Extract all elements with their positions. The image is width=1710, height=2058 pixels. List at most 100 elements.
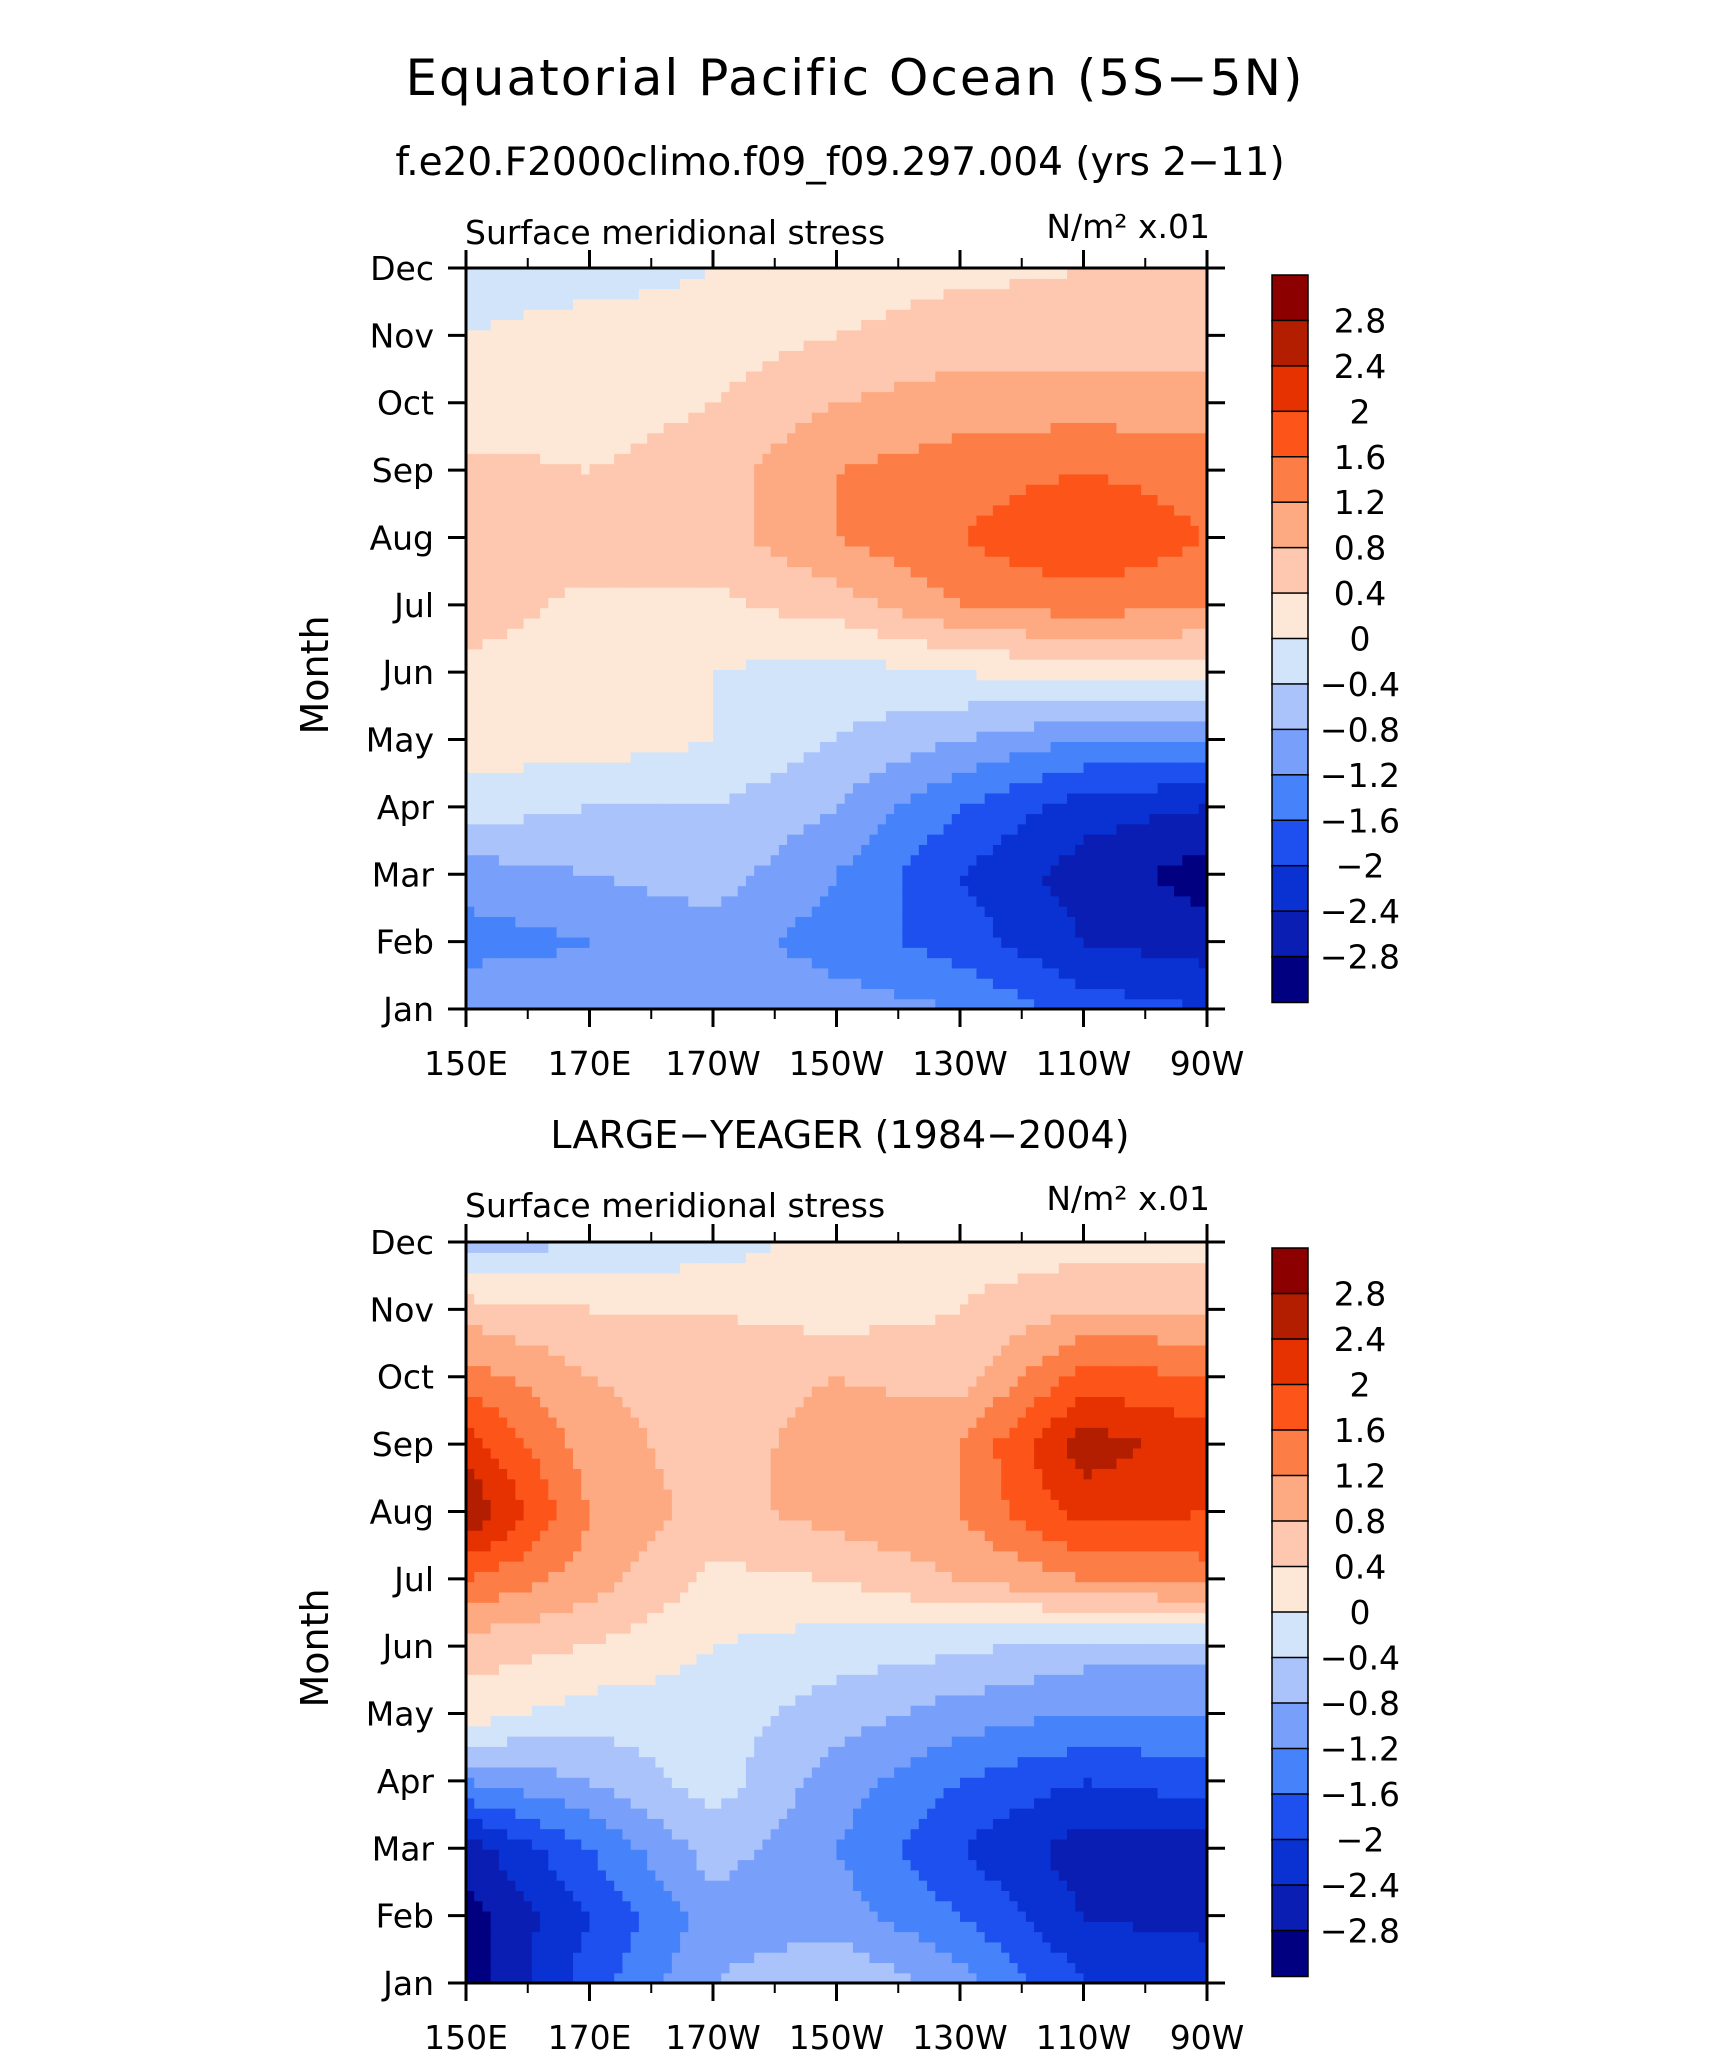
contour-cell xyxy=(836,988,846,1000)
contour-cell xyxy=(531,628,541,640)
contour-cell xyxy=(762,844,772,856)
contour-cell xyxy=(852,700,862,712)
contour-cell xyxy=(482,844,492,856)
contour-cell xyxy=(605,864,615,876)
contour-cell xyxy=(1132,731,1142,743)
contour-cell xyxy=(573,587,582,598)
contour-cell xyxy=(1141,864,1150,876)
contour-cell xyxy=(968,916,978,928)
contour-cell xyxy=(729,720,739,732)
contour-cell xyxy=(647,792,656,804)
contour-cell xyxy=(737,453,747,465)
contour-cell xyxy=(573,700,582,712)
contour-cell xyxy=(507,803,516,815)
contour-cell xyxy=(622,813,632,825)
contour-cell xyxy=(597,556,607,568)
contour-cell xyxy=(614,772,624,784)
contour-cell xyxy=(704,432,714,444)
contour-cell xyxy=(1058,957,1068,969)
contour-cell xyxy=(968,494,978,506)
contour-cell xyxy=(820,772,829,784)
contour-cell xyxy=(1083,895,1093,907)
contour-cell xyxy=(581,638,591,650)
contour-cell xyxy=(515,844,525,856)
contour-cell xyxy=(869,916,879,928)
contour-cell xyxy=(663,484,673,496)
contour-cell xyxy=(622,515,632,526)
contour-cell xyxy=(655,854,665,866)
contour-cell xyxy=(647,669,656,681)
contour-cell xyxy=(573,453,582,465)
contour-cell xyxy=(729,936,739,948)
contour-cell xyxy=(466,988,475,1000)
contour-cell xyxy=(984,875,994,887)
contour-cell xyxy=(1165,957,1175,969)
contour-cell xyxy=(515,535,525,547)
contour-cell xyxy=(597,720,607,732)
contour-cell xyxy=(811,679,821,691)
contour-cell xyxy=(1108,906,1118,917)
contour-cell xyxy=(581,803,591,815)
contour-cell xyxy=(622,545,632,557)
contour-cell xyxy=(564,566,574,578)
contour-cell xyxy=(573,926,582,938)
contour-cell xyxy=(498,494,508,506)
contour-cell xyxy=(902,556,912,568)
contour-cell xyxy=(1001,772,1010,784)
contour-cell xyxy=(663,463,673,475)
contour-cell xyxy=(992,916,1002,928)
contour-cell xyxy=(540,556,549,568)
contour-cell xyxy=(614,494,624,506)
contour-cell xyxy=(605,576,615,588)
contour-cell xyxy=(968,453,978,465)
contour-cell xyxy=(943,875,953,887)
contour-cell xyxy=(1141,669,1150,681)
contour-cell xyxy=(861,628,871,640)
contour-cell xyxy=(820,720,829,732)
contour-cell xyxy=(688,576,698,588)
contour-cell xyxy=(1182,792,1192,804)
contour-cell xyxy=(852,926,862,938)
contour-cell xyxy=(729,566,739,578)
contour-cell xyxy=(1034,628,1043,640)
contour-cell xyxy=(564,710,574,722)
contour-cell xyxy=(1174,484,1183,496)
contour-cell xyxy=(918,998,928,1010)
contour-cell xyxy=(540,875,549,887)
contour-cell xyxy=(1149,906,1159,917)
contour-cell xyxy=(1182,751,1192,763)
contour-cell xyxy=(605,515,615,526)
contour-cell xyxy=(1149,453,1159,465)
contour-cell xyxy=(655,782,665,794)
contour-cell xyxy=(466,576,475,588)
contour-cell xyxy=(1083,442,1093,454)
contour-cell xyxy=(630,906,640,917)
contour-cell xyxy=(1001,689,1010,701)
contour-cell xyxy=(729,875,739,887)
contour-cell xyxy=(1108,916,1118,928)
contour-cell xyxy=(1182,906,1192,917)
contour-cell xyxy=(844,957,854,969)
contour-cell xyxy=(1165,515,1175,526)
contour-cell xyxy=(638,669,648,681)
contour-cell xyxy=(803,535,813,547)
contour-cell xyxy=(1157,463,1167,475)
contour-cell xyxy=(754,587,763,598)
contour-cell xyxy=(704,936,714,948)
contour-cell xyxy=(951,864,961,876)
contour-cell xyxy=(1050,700,1060,712)
contour-cell xyxy=(1025,545,1035,557)
contour-cell xyxy=(531,638,541,650)
contour-cell xyxy=(745,854,755,866)
contour-cell xyxy=(556,638,566,650)
contour-cell xyxy=(597,885,607,897)
contour-cell xyxy=(614,679,624,691)
contour-cell xyxy=(1067,813,1076,825)
contour-cell xyxy=(1017,545,1027,557)
contour-cell xyxy=(548,854,558,866)
contour-cell xyxy=(556,587,566,598)
contour-cell xyxy=(663,545,673,557)
contour-cell xyxy=(1149,659,1159,670)
contour-cell xyxy=(474,751,484,763)
contour-cell xyxy=(861,751,871,763)
